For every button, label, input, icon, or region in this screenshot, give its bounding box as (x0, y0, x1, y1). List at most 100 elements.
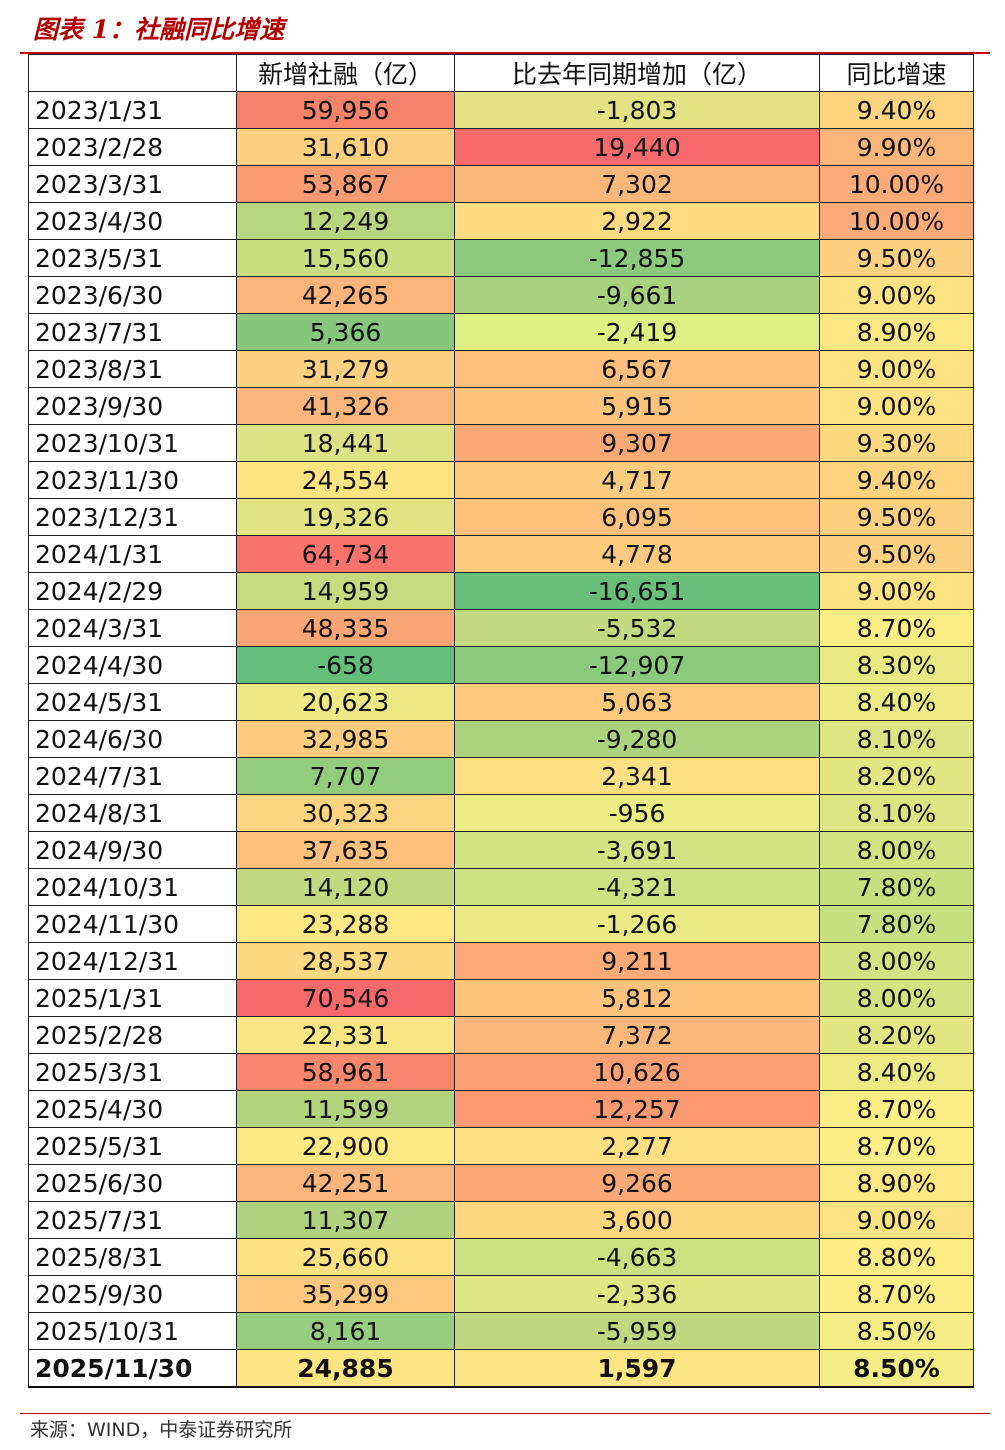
table-row: 2023/9/30 41,326 5,915 9.00% (28, 387, 974, 425)
table-row: 2024/8/31 30,323 -956 8.10% (28, 794, 974, 832)
yoy-increase-cell: 5,915 (454, 387, 820, 425)
yoy-growth-cell: 8.40% (819, 683, 974, 721)
date-cell: 2025/5/31 (28, 1127, 237, 1165)
table-row: 2024/1/31 64,734 4,778 9.50% (28, 535, 974, 573)
table-row: 2023/5/31 15,560 -12,855 9.50% (28, 239, 974, 277)
date-cell: 2024/6/30 (28, 720, 237, 758)
yoy-increase-cell: -16,651 (454, 572, 820, 610)
date-cell: 2024/2/29 (28, 572, 237, 610)
yoy-increase-cell: 1,597 (454, 1349, 820, 1388)
new-financing-cell: 30,323 (236, 794, 455, 832)
table-row: 2023/2/28 31,610 19,440 9.90% (28, 128, 974, 166)
yoy-growth-cell: 9.90% (819, 128, 974, 166)
new-financing-cell: 24,885 (236, 1349, 455, 1388)
table-row: 2025/9/30 35,299 -2,336 8.70% (28, 1275, 974, 1313)
yoy-increase-cell: 19,440 (454, 128, 820, 166)
yoy-increase-cell: 12,257 (454, 1090, 820, 1128)
yoy-growth-cell: 8.10% (819, 794, 974, 832)
footer-divider (20, 1413, 990, 1414)
yoy-increase-cell: 4,717 (454, 461, 820, 499)
yoy-growth-cell: 8.70% (819, 1090, 974, 1128)
yoy-growth-cell: 8.00% (819, 831, 974, 869)
date-cell: 2025/7/31 (28, 1201, 237, 1239)
date-cell: 2025/3/31 (28, 1053, 237, 1091)
date-cell: 2025/2/28 (28, 1016, 237, 1054)
chart-title: 图表 1：社融同比增速 (33, 15, 285, 44)
new-financing-cell: 42,265 (236, 276, 455, 314)
header-yoy-growth: 同比增速 (819, 54, 974, 92)
date-cell: 2023/3/31 (28, 165, 237, 203)
title-divider (20, 52, 990, 54)
new-financing-cell: 8,161 (236, 1312, 455, 1350)
header-row: 新增社融（亿） 比去年同期增加（亿） 同比增速 (28, 54, 974, 92)
yoy-increase-cell: 7,372 (454, 1016, 820, 1054)
header-date (28, 54, 237, 92)
table-row: 2024/7/31 7,707 2,341 8.20% (28, 757, 974, 795)
date-cell: 2023/1/31 (28, 91, 237, 129)
new-financing-cell: 59,956 (236, 91, 455, 129)
yoy-increase-cell: -12,855 (454, 239, 820, 277)
yoy-growth-cell: 7.80% (819, 868, 974, 906)
new-financing-cell: -658 (236, 646, 455, 684)
new-financing-cell: 14,959 (236, 572, 455, 610)
table-row: 2024/3/31 48,335 -5,532 8.70% (28, 609, 974, 647)
new-financing-cell: 58,961 (236, 1053, 455, 1091)
yoy-increase-cell: -4,321 (454, 868, 820, 906)
table-row: 2025/5/31 22,900 2,277 8.70% (28, 1127, 974, 1165)
new-financing-cell: 25,660 (236, 1238, 455, 1276)
yoy-growth-cell: 10.00% (819, 165, 974, 203)
yoy-growth-cell: 8.40% (819, 1053, 974, 1091)
yoy-growth-cell: 9.50% (819, 535, 974, 573)
new-financing-cell: 64,734 (236, 535, 455, 573)
table-row: 2024/5/31 20,623 5,063 8.40% (28, 683, 974, 721)
date-cell: 2025/8/31 (28, 1238, 237, 1276)
new-financing-cell: 14,120 (236, 868, 455, 906)
new-financing-cell: 42,251 (236, 1164, 455, 1202)
new-financing-cell: 5,366 (236, 313, 455, 351)
yoy-increase-cell: -3,691 (454, 831, 820, 869)
new-financing-cell: 12,249 (236, 202, 455, 240)
yoy-growth-cell: 8.50% (819, 1312, 974, 1350)
new-financing-cell: 37,635 (236, 831, 455, 869)
new-financing-cell: 31,610 (236, 128, 455, 166)
yoy-increase-cell: -5,959 (454, 1312, 820, 1350)
new-financing-cell: 28,537 (236, 942, 455, 980)
yoy-growth-cell: 8.70% (819, 1275, 974, 1313)
date-cell: 2024/8/31 (28, 794, 237, 832)
yoy-increase-cell: 6,567 (454, 350, 820, 388)
date-cell: 2024/12/31 (28, 942, 237, 980)
date-cell: 2023/10/31 (28, 424, 237, 462)
yoy-growth-cell: 8.20% (819, 757, 974, 795)
date-cell: 2024/5/31 (28, 683, 237, 721)
date-cell: 2024/4/30 (28, 646, 237, 684)
table-row: 2023/12/31 19,326 6,095 9.50% (28, 498, 974, 536)
table-row: 2025/4/30 11,599 12,257 8.70% (28, 1090, 974, 1128)
yoy-increase-cell: 2,922 (454, 202, 820, 240)
yoy-increase-cell: 10,626 (454, 1053, 820, 1091)
yoy-increase-cell: -12,907 (454, 646, 820, 684)
date-cell: 2024/9/30 (28, 831, 237, 869)
yoy-increase-cell: -2,336 (454, 1275, 820, 1313)
new-financing-cell: 19,326 (236, 498, 455, 536)
date-cell: 2023/8/31 (28, 350, 237, 388)
yoy-growth-cell: 8.00% (819, 979, 974, 1017)
yoy-increase-cell: -5,532 (454, 609, 820, 647)
table-row: 2025/11/30 24,885 1,597 8.50% (28, 1349, 974, 1388)
yoy-growth-cell: 9.40% (819, 461, 974, 499)
date-cell: 2023/4/30 (28, 202, 237, 240)
new-financing-cell: 18,441 (236, 424, 455, 462)
table-row: 2023/7/31 5,366 -2,419 8.90% (28, 313, 974, 351)
date-cell: 2025/11/30 (28, 1349, 237, 1388)
yoy-increase-cell: 9,266 (454, 1164, 820, 1202)
table-row: 2024/4/30 -658 -12,907 8.30% (28, 646, 974, 684)
new-financing-cell: 23,288 (236, 905, 455, 943)
table-row: 2023/11/30 24,554 4,717 9.40% (28, 461, 974, 499)
yoy-growth-cell: 10.00% (819, 202, 974, 240)
new-financing-cell: 48,335 (236, 609, 455, 647)
yoy-growth-cell: 8.90% (819, 1164, 974, 1202)
header-yoy-increase: 比去年同期增加（亿） (454, 54, 820, 92)
yoy-growth-cell: 9.50% (819, 498, 974, 536)
date-cell: 2023/5/31 (28, 239, 237, 277)
table-row: 2023/10/31 18,441 9,307 9.30% (28, 424, 974, 462)
yoy-growth-cell: 9.40% (819, 91, 974, 129)
